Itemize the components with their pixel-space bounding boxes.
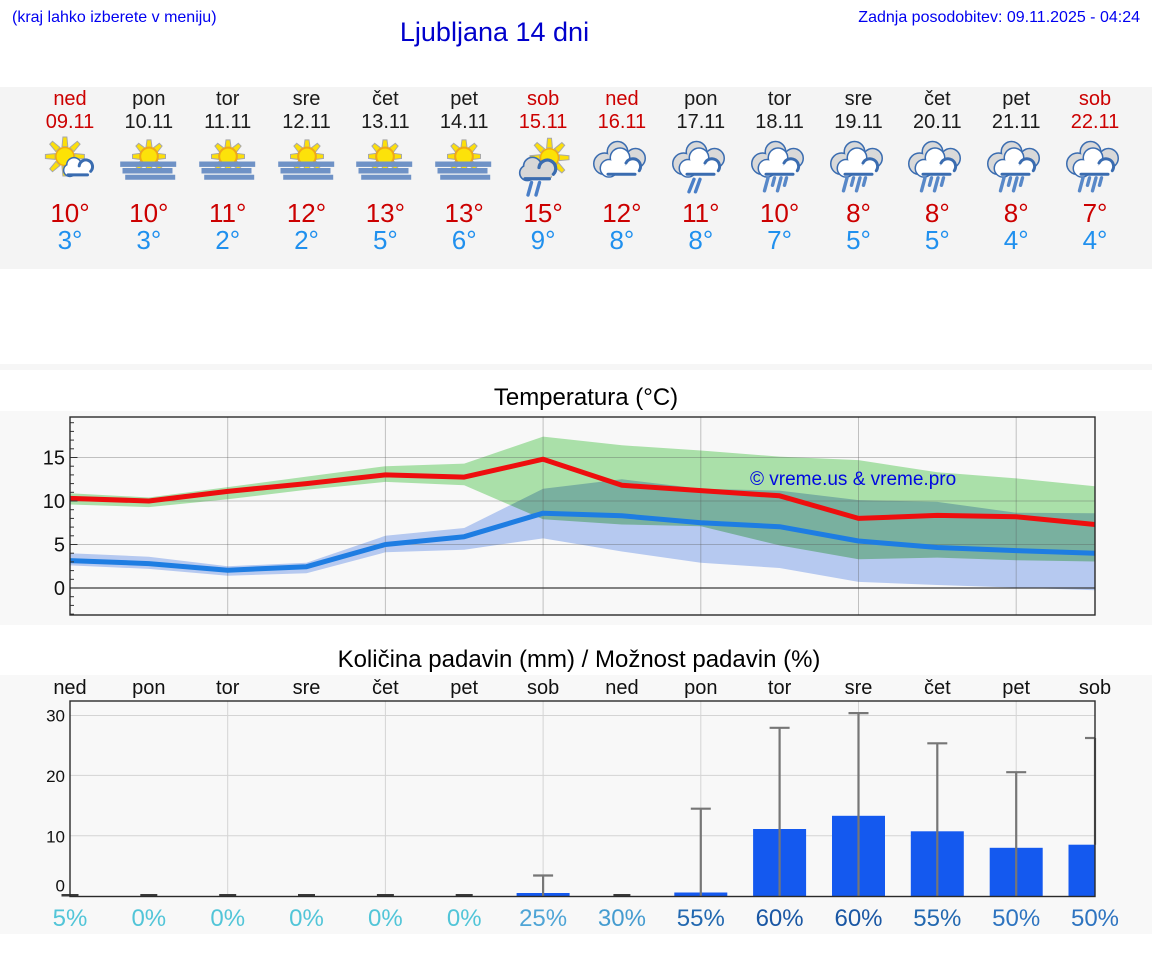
svg-text:55%: 55% [913,905,961,932]
svg-text:60%: 60% [834,905,882,932]
svg-text:50%: 50% [992,905,1040,932]
svg-text:pet: pet [1002,677,1030,699]
svg-text:tor: tor [216,677,240,699]
svg-text:55%: 55% [677,905,725,932]
svg-text:sob: sob [1079,677,1111,699]
svg-text:pon: pon [684,677,717,699]
svg-text:30%: 30% [598,905,646,932]
svg-text:čet: čet [372,677,399,699]
svg-text:0: 0 [54,578,65,600]
svg-text:0%: 0% [368,905,403,932]
svg-text:0%: 0% [210,905,245,932]
svg-text:ned: ned [605,677,638,699]
svg-text:čet: čet [924,677,951,699]
svg-text:0%: 0% [289,905,324,932]
svg-text:sre: sre [293,677,321,699]
svg-text:sob: sob [527,677,559,699]
svg-text:tor: tor [768,677,792,699]
svg-text:0: 0 [56,876,65,895]
svg-text:0%: 0% [131,905,166,932]
svg-text:5: 5 [54,535,65,557]
svg-text:sre: sre [845,677,873,699]
svg-text:© vreme.us & vreme.pro: © vreme.us & vreme.pro [750,469,956,490]
svg-text:pet: pet [450,677,478,699]
svg-text:50%: 50% [1071,905,1119,932]
svg-text:pon: pon [132,677,165,699]
svg-text:10: 10 [43,491,65,513]
svg-text:ned: ned [53,677,86,699]
svg-text:0%: 0% [447,905,482,932]
svg-text:20: 20 [46,767,65,786]
svg-text:5%: 5% [53,905,88,932]
svg-text:25%: 25% [519,905,567,932]
svg-text:10: 10 [46,827,65,846]
svg-text:15: 15 [43,448,65,470]
svg-text:60%: 60% [756,905,804,932]
svg-text:30: 30 [46,707,65,726]
